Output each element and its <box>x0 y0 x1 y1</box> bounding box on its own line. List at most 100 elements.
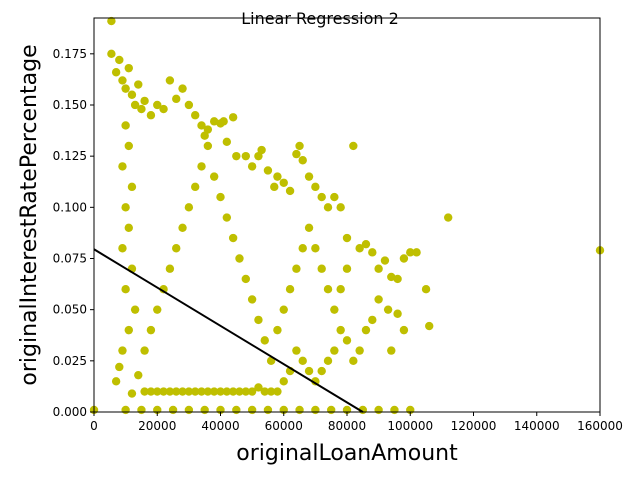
scatter-point <box>235 254 244 263</box>
x-tick-label: 20000 <box>138 419 176 433</box>
scatter-point <box>292 346 301 355</box>
scatter-point <box>374 295 383 304</box>
scatter-point <box>285 284 295 294</box>
x-tick-label: 40000 <box>201 419 239 433</box>
scatter-point <box>279 305 288 314</box>
scatter-point <box>111 377 121 386</box>
scatter-point <box>159 104 168 114</box>
scatter-point <box>146 325 156 335</box>
scatter-point <box>127 90 137 99</box>
scatter-point <box>130 305 140 314</box>
scatter-point <box>184 387 194 396</box>
scatter-point <box>399 325 409 335</box>
scatter-point <box>317 366 326 376</box>
scatter-point <box>124 223 133 232</box>
scatter-point <box>330 305 339 314</box>
scatter-point <box>361 325 371 335</box>
scatter-point <box>146 387 156 396</box>
scatter-point <box>270 182 279 192</box>
scatter-point <box>178 387 187 396</box>
scatter-point <box>191 182 200 192</box>
scatter-point <box>197 387 206 396</box>
scatter-point <box>247 405 257 415</box>
scatter-point <box>285 186 295 196</box>
scatter-point <box>172 244 181 253</box>
scatter-point <box>273 387 282 396</box>
scatter-point <box>368 248 377 257</box>
scatter-point <box>134 370 143 380</box>
scatter-point <box>118 244 127 253</box>
scatter-point <box>172 94 181 104</box>
scatter-point <box>222 387 232 396</box>
scatter-point <box>184 100 194 110</box>
scatter-point <box>399 254 409 263</box>
scatter-point <box>263 166 273 175</box>
scatter-point <box>374 405 383 415</box>
scatter-point <box>124 63 133 73</box>
scatter-point <box>209 117 219 126</box>
scatter-point <box>295 405 304 415</box>
scatter-point <box>330 346 339 355</box>
scatter-point <box>311 182 320 192</box>
scatter-point <box>247 162 257 171</box>
scatter-point <box>200 131 209 140</box>
x-tick-label: 140000 <box>514 419 560 433</box>
regression-line-layer <box>93 248 364 413</box>
x-tick-label: 60000 <box>265 419 303 433</box>
scatter-point <box>383 305 393 314</box>
y-tick-label: 0.175 <box>53 47 87 61</box>
scatter-point <box>380 256 390 265</box>
scatter-point <box>298 356 307 366</box>
scatter-point <box>425 321 434 331</box>
scatter-point <box>165 264 175 273</box>
scatter-point <box>444 213 453 222</box>
scatter-point <box>295 141 304 151</box>
scatter-point <box>140 346 149 355</box>
scatter-point <box>393 274 402 284</box>
scatter-point <box>228 387 238 396</box>
scatter-point <box>165 387 175 396</box>
y-axis-ticks: 0.000 0.025 0.050 0.075 0.100 0.125 0.150 0.175 <box>53 47 94 419</box>
scatter-point <box>349 356 358 366</box>
scatter-point <box>191 111 200 120</box>
scatter-point <box>153 305 162 314</box>
scatter-point <box>153 387 162 396</box>
scatter-point <box>121 203 130 212</box>
scatter-points <box>89 16 605 415</box>
scatter-point <box>107 16 116 26</box>
scatter-point <box>273 172 282 181</box>
scatter-point <box>342 264 352 273</box>
scatter-point <box>247 295 257 304</box>
scatter-point <box>127 389 137 398</box>
scatter-point <box>260 387 269 396</box>
scatter-point <box>247 387 257 396</box>
scatter-point <box>121 405 130 415</box>
scatter-point <box>232 405 241 415</box>
scatter-point <box>232 151 241 161</box>
scatter-point <box>140 96 149 106</box>
x-tick-label: 0 <box>90 419 98 433</box>
scatter-point <box>387 346 396 355</box>
regression-line <box>93 248 364 413</box>
scatter-point <box>298 244 307 253</box>
scatter-point <box>257 145 266 155</box>
scatter-point <box>326 405 336 415</box>
scatter-point <box>263 405 273 415</box>
scatter-point <box>191 387 200 396</box>
scatter-point <box>115 55 124 65</box>
scatter-point <box>184 203 194 212</box>
scatter-point <box>304 366 314 376</box>
scatter-point <box>304 223 314 232</box>
scatter-point <box>421 284 431 294</box>
scatter-point <box>124 141 133 151</box>
scatter-point <box>361 239 371 249</box>
x-tick-label: 80000 <box>328 419 366 433</box>
scatter-point <box>374 264 383 273</box>
scatter-point <box>118 76 127 85</box>
scatter-point <box>178 223 187 232</box>
scatter-point <box>342 233 352 243</box>
scatter-point <box>273 325 282 335</box>
scatter-point <box>323 203 333 212</box>
scatter-point <box>355 244 364 253</box>
